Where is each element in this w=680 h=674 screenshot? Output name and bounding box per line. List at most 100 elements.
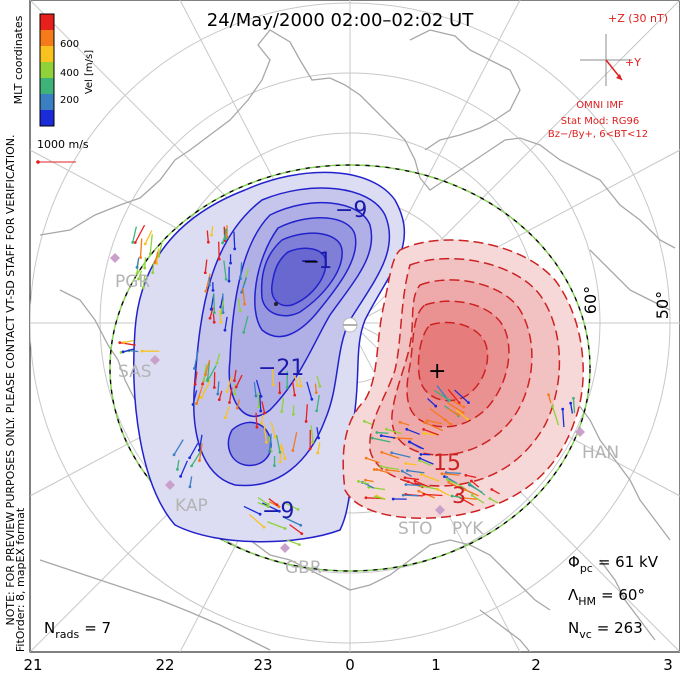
vector-origin	[235, 406, 239, 410]
vector-origin	[200, 396, 203, 400]
velocity-vector	[381, 451, 400, 459]
velocity-vector	[446, 402, 464, 414]
vector-origin	[278, 391, 282, 395]
vector-origin	[440, 472, 444, 476]
velocity-vector	[224, 316, 228, 331]
velocity-vector	[176, 459, 180, 470]
velocity-vector	[403, 494, 419, 497]
velocity-vector	[119, 342, 136, 346]
vector-origin	[266, 505, 270, 509]
vector-origin	[210, 233, 213, 237]
station-sto: STO	[398, 519, 433, 539]
vector-origin	[404, 483, 408, 487]
vector-origin	[443, 475, 446, 478]
vector-origin	[446, 478, 449, 481]
vector-origin	[206, 379, 209, 383]
vector-origin	[233, 392, 237, 396]
vector-origin	[436, 487, 440, 491]
velocity-vector	[255, 412, 258, 428]
vector-origin	[224, 416, 227, 420]
velocity-vector	[358, 480, 370, 485]
lat-label-50: 50°	[653, 291, 672, 319]
vector-origin	[224, 237, 227, 241]
vector-origin	[423, 421, 427, 425]
velocity-vector	[268, 498, 278, 506]
vector-origin	[418, 456, 422, 460]
station-pyk: PYK	[452, 519, 484, 539]
vector-origin	[315, 409, 319, 413]
vector-origin	[406, 480, 410, 484]
velocity-vector	[219, 310, 222, 323]
vector-origin	[297, 543, 301, 547]
velocity-vector	[386, 428, 402, 435]
velocity-vector	[243, 505, 261, 515]
velocity-vector	[310, 425, 314, 443]
vector-origin	[456, 413, 460, 417]
mlt-tick-3: 3	[663, 656, 673, 674]
velocity-vector	[261, 414, 264, 424]
vector-origin	[255, 425, 259, 429]
velocity-scale: 1000 m/s	[36, 138, 89, 164]
vector-origin	[547, 393, 550, 397]
mlt-axis: 21 22 23 0 1 2 3	[23, 656, 672, 674]
velocity-vector	[551, 406, 560, 426]
vector-origin	[209, 307, 213, 311]
velocity-vector	[253, 382, 257, 397]
velocity-vector	[212, 313, 215, 323]
velocity-vector	[142, 274, 146, 288]
vector-origin	[278, 460, 282, 464]
map-title: 24/May/2000 02:00–02:02 UT	[207, 10, 474, 31]
vector-origin	[390, 451, 394, 455]
velocity-vector	[448, 481, 464, 491]
mlt-tick-1: 1	[431, 656, 441, 674]
velocity-vector	[380, 465, 399, 471]
velocity-vector	[137, 270, 143, 280]
mlt-tick-23: 23	[253, 656, 272, 674]
mlt-tick-21: 21	[23, 656, 42, 674]
vector-origin	[463, 488, 467, 491]
vector-origin	[133, 241, 137, 244]
velocity-vector	[198, 434, 203, 451]
velocity-vector	[223, 260, 227, 280]
colorbar-tick-400: 400	[60, 68, 79, 79]
vector-origin	[304, 420, 308, 423]
vector-origin	[283, 527, 287, 530]
vector-origin	[316, 451, 320, 455]
fit-order-note: FitOrder: 8, mapEX format	[14, 507, 27, 652]
velocity-vector	[192, 390, 198, 405]
velocity-vector	[491, 488, 500, 495]
stat-model-bin: Bz−/By+, 6<BT<12	[548, 129, 648, 140]
velocity-vector	[375, 496, 386, 500]
vector-origin	[296, 384, 299, 388]
vector-origin	[464, 473, 468, 477]
velocity-vector	[194, 371, 198, 385]
vector-origin	[379, 434, 383, 438]
vector-origin	[228, 401, 231, 404]
imf-clock: +Z (30 nT) +Y OMNI IMF Stat Mod: RG96 Bz…	[548, 12, 668, 140]
vector-origin	[135, 272, 139, 275]
vector-origin	[227, 279, 231, 283]
velocity-vector	[136, 257, 140, 268]
vector-origin	[317, 436, 320, 440]
vector-origin	[188, 456, 192, 460]
velocity-vector	[570, 403, 574, 414]
vector-origin	[217, 398, 221, 402]
vector-origin	[203, 271, 207, 275]
pole-marker	[342, 317, 358, 333]
velocity-vector	[451, 495, 462, 499]
vector-origin	[422, 492, 426, 496]
velocity-vector	[281, 398, 285, 412]
velocity-vector	[173, 439, 184, 456]
vector-origin	[157, 254, 161, 258]
vector-origin	[569, 401, 573, 405]
vector-origin	[118, 341, 122, 345]
vector-origin	[447, 398, 451, 402]
velocity-vector	[455, 409, 468, 420]
vector-origin	[215, 361, 219, 365]
velocity-vector	[448, 408, 459, 416]
vector-origin	[191, 403, 195, 406]
vector-origin	[364, 456, 368, 460]
map-statistics: Φpc = 61 kV ΛHM = 60° Nvc = 263 Nrads = 7	[44, 553, 659, 641]
velocity-vector	[447, 478, 464, 488]
velocity-vector	[144, 230, 153, 245]
